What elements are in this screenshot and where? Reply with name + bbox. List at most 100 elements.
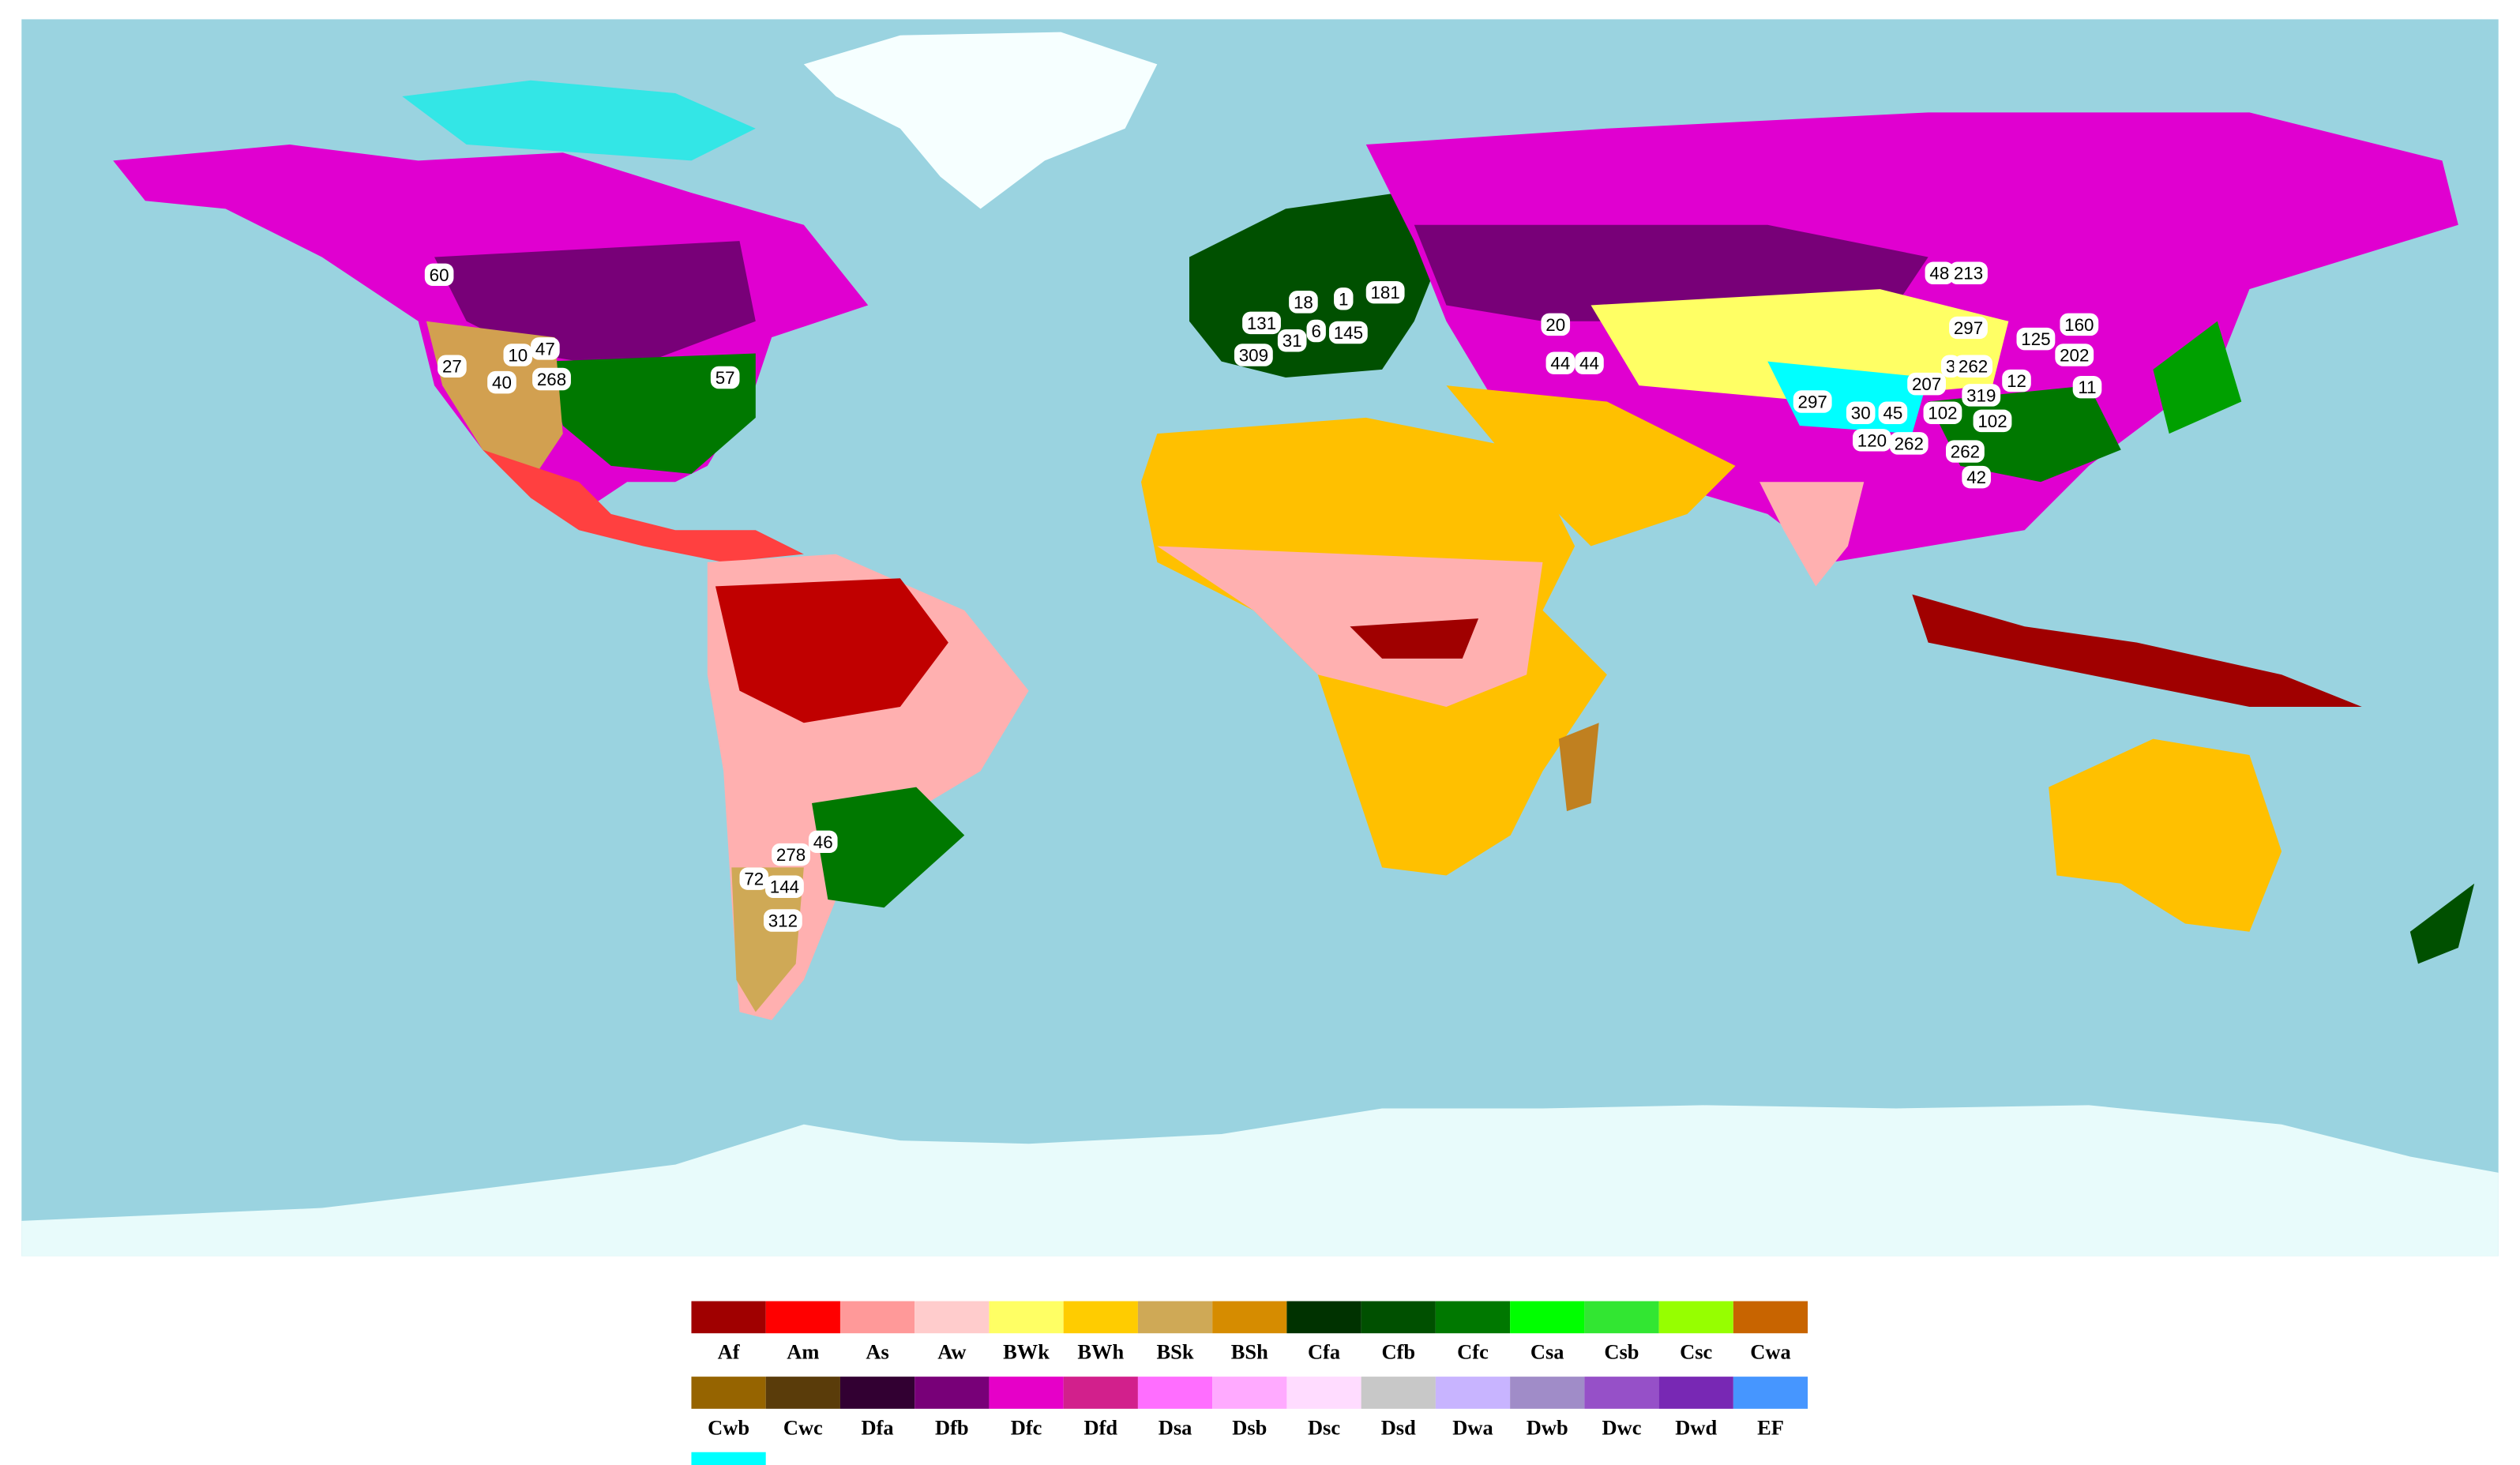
site: 262	[1946, 440, 1985, 463]
site: 42	[1962, 465, 1991, 489]
site-badge	[1962, 465, 1991, 489]
india	[1759, 482, 1865, 587]
site: 11	[2072, 375, 2102, 399]
site: 20	[1541, 313, 1571, 336]
site-badge	[532, 367, 571, 391]
site: 44	[1575, 351, 1604, 374]
site-badge	[1793, 390, 1832, 413]
antarctica	[21, 1105, 2499, 1257]
legend-label: Aw	[937, 1340, 966, 1364]
legend-swatch	[1361, 1377, 1436, 1409]
site: 207	[1907, 372, 1947, 396]
site-badge	[710, 366, 740, 389]
site-badge	[772, 843, 810, 866]
site: 145	[1328, 321, 1368, 344]
site-label: 57	[715, 368, 735, 388]
site: 45	[1878, 401, 1908, 424]
legend-label: As	[866, 1340, 888, 1364]
legend-swatch	[691, 1452, 766, 1465]
site-badge	[1925, 261, 1955, 285]
congo	[1350, 618, 1479, 659]
legend-label: Dsc	[1308, 1415, 1340, 1439]
site-badge	[503, 344, 533, 366]
site: 1	[1334, 287, 1354, 310]
legend-label: Dwd	[1675, 1415, 1717, 1439]
legend-label: Dfc	[1011, 1415, 1042, 1439]
site-badge	[1545, 351, 1575, 374]
site-label: 10	[508, 345, 528, 365]
legend-label: BWk	[1003, 1340, 1050, 1364]
amazon	[715, 578, 948, 723]
legend-swatch	[1510, 1301, 1585, 1334]
site-label: 262	[1959, 357, 1988, 377]
madagascar	[1558, 723, 1599, 812]
legend-label: Cfb	[1381, 1340, 1415, 1364]
site-label: 181	[1370, 283, 1399, 302]
site-badge	[1541, 313, 1571, 336]
site: 60	[424, 263, 454, 287]
site-label: 42	[1966, 468, 1986, 487]
legend-swatch	[691, 1377, 766, 1409]
site-badge	[1973, 409, 2012, 433]
new-zealand	[2409, 883, 2475, 964]
legend-swatch	[1435, 1377, 1511, 1409]
site: 102	[1923, 401, 1962, 424]
site-label: 60	[430, 265, 449, 285]
site-label: 102	[1928, 404, 1957, 423]
site-label: 46	[813, 832, 833, 852]
site: 48	[1925, 261, 1955, 285]
site-badge	[1889, 432, 1928, 455]
legend-swatch	[1212, 1377, 1287, 1409]
legend-label: BWh	[1077, 1340, 1124, 1364]
site-label: 145	[1334, 323, 1363, 343]
southern-brazil	[812, 787, 965, 908]
legend-swatch	[765, 1301, 840, 1334]
site-badge	[1853, 429, 1891, 452]
site: 102	[1973, 409, 2012, 433]
site-badge	[2002, 369, 2031, 393]
site-label: 268	[537, 370, 566, 389]
site: 268	[532, 367, 571, 391]
site-badge	[1923, 401, 1962, 424]
site: 10	[503, 344, 533, 366]
site-label: 48	[1929, 264, 1949, 284]
legend-label: BSh	[1231, 1340, 1268, 1364]
legend-swatch	[1733, 1377, 1808, 1409]
site: 31	[1277, 329, 1307, 352]
site-badge	[1289, 291, 1318, 314]
legend-swatch	[1658, 1377, 1733, 1409]
site: 125	[2016, 327, 2056, 351]
legend-label: Dwb	[1527, 1415, 1568, 1439]
site-badge	[1907, 372, 1947, 396]
site-label: 309	[1239, 345, 1268, 365]
legend-swatch	[691, 1301, 766, 1334]
site-label: 44	[1550, 354, 1570, 374]
legend-label: Af	[718, 1340, 741, 1364]
site-label: 102	[1977, 411, 2007, 431]
site: 202	[2055, 344, 2094, 366]
site-badge	[1277, 329, 1307, 352]
site-label: 297	[1954, 318, 1983, 338]
site: 144	[765, 875, 804, 899]
site-badge	[438, 355, 467, 378]
australia	[2049, 738, 2282, 932]
legend-label: Csc	[1680, 1340, 1712, 1364]
legend-swatch	[1435, 1301, 1511, 1334]
legend-swatch	[1733, 1301, 1808, 1334]
site-label: 120	[1857, 430, 1887, 450]
site-label: 125	[2021, 329, 2050, 349]
legend-swatch	[989, 1301, 1064, 1334]
legend-label: Dfb	[935, 1415, 969, 1439]
site-label: 30	[1851, 404, 1871, 423]
site-label: 213	[1954, 264, 1983, 284]
site-badge	[2016, 327, 2056, 351]
site-badge	[1949, 316, 1988, 340]
site-badge	[1242, 311, 1281, 335]
site: 262	[1889, 432, 1928, 455]
site-badge	[2055, 344, 2094, 366]
site-label: 12	[2007, 371, 2026, 391]
map-base	[21, 19, 2499, 1257]
site: 312	[763, 909, 802, 932]
